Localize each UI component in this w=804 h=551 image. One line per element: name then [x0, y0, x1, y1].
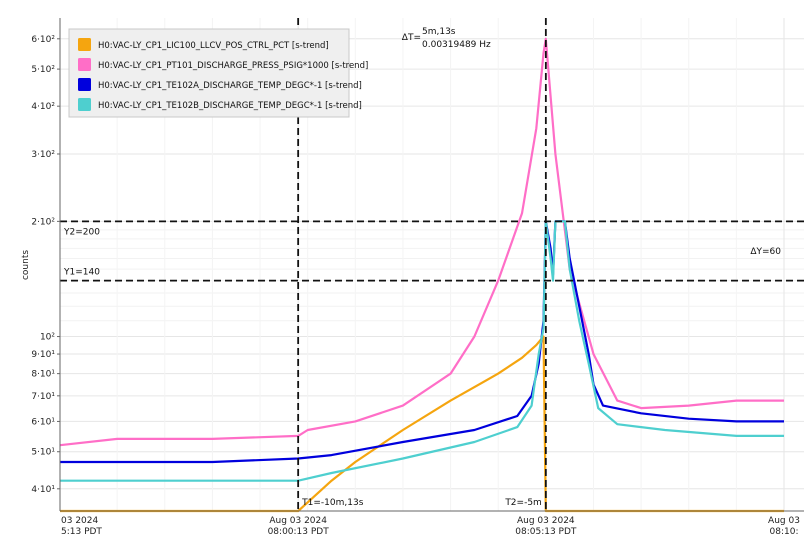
cursor-y1-label: Y1=140	[63, 268, 100, 278]
y-axis-title: counts	[21, 250, 31, 280]
cursor-t2-label: T2=-5m	[504, 498, 542, 508]
y-tick-label: 9·10¹	[31, 350, 55, 360]
legend-swatch	[78, 78, 91, 91]
x-tick-label-date: 03 2024	[61, 516, 98, 526]
x-tick-label-date: Aug 03 2024	[269, 516, 327, 526]
legend-swatch	[78, 38, 91, 51]
y-tick-label: 7·10¹	[31, 392, 55, 402]
y-tick-labels: 4·10¹ 5·10¹ 6·10¹ 7·10¹ 8·10¹ 9·10¹ 10² 2·10² 3·…	[31, 35, 60, 495]
x-tick-label-time: 08:00:13 PDT	[268, 527, 330, 537]
series-lines	[59, 37, 784, 513]
x-tick-label-time: 08:05:13 PDT	[515, 527, 577, 537]
x-tick-label-time: 5:13 PDT	[61, 527, 102, 537]
cursor-t1-label: T1=-10m,13s	[301, 498, 364, 508]
y-tick-label: 2·10²	[31, 217, 55, 227]
legend-swatch	[78, 58, 91, 71]
y-tick-label: 6·10¹	[31, 417, 55, 427]
legend-entry-label: H0:VAC-LY_CP1_PT101_DISCHARGE_PRESS_PSIG…	[98, 61, 368, 71]
y-tick-label: 5·10¹	[31, 448, 55, 458]
legend-entry-label: H0:VAC-LY_CP1_TE102A_DISCHARGE_TEMP_DEGC…	[98, 81, 362, 91]
legend-box	[68, 28, 350, 118]
y-tick-label: 10²	[40, 333, 55, 343]
y-tick-label: 3·10²	[31, 150, 55, 160]
delta-t-value: 5m,13s	[422, 27, 456, 37]
x-tick-label-date: Aug 03	[768, 516, 800, 526]
y-tick-label: 6·10²	[31, 35, 55, 45]
delta-t-freq: 0.00319489 Hz	[422, 40, 491, 50]
y-tick-label: 8·10¹	[31, 370, 55, 380]
axes	[59, 18, 804, 512]
delta-y-label: ΔY=60	[750, 247, 781, 257]
y-tick-label: 4·10²	[31, 102, 55, 112]
series-line-1	[59, 37, 784, 447]
legend-swatch	[78, 98, 91, 111]
y-tick-label: 5·10²	[31, 65, 55, 75]
series-line-3	[60, 220, 784, 482]
delta-t-label: ΔT=	[402, 33, 421, 43]
legend-entry-label: H0:VAC-LY_CP1_TE102B_DISCHARGE_TEMP_DEGC…	[98, 101, 362, 111]
series-line-0	[60, 335, 784, 513]
y-tick-label: 4·10¹	[31, 485, 55, 495]
legend-entry-label: H0:VAC-LY_CP1_LIC100_LLCV_POS_CTRL_PCT […	[98, 41, 329, 51]
x-tick-label-date: Aug 03 2024	[517, 516, 575, 526]
cursor-y2-label: Y2=200	[63, 227, 100, 237]
cursor-annotations: T1=-10m,13s T2=-5m Y2=200 Y1=140 ΔY=60 ΔT=5m,…	[63, 27, 781, 508]
legend[interactable]: H0:VAC-LY_CP1_LIC100_LLCV_POS_CTRL_PCT […	[68, 28, 368, 118]
x-tick-label-time: 08:10:	[770, 527, 799, 537]
